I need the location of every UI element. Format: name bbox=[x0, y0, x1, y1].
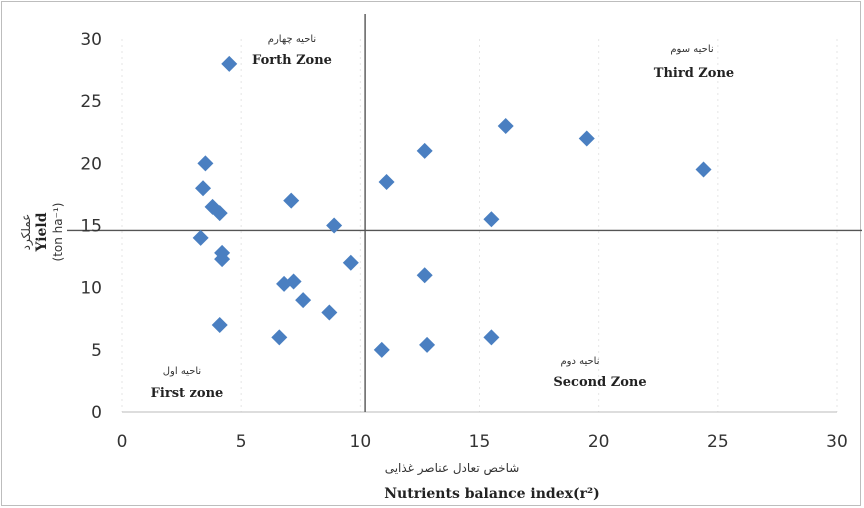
zone-label: Third Zone bbox=[654, 66, 734, 81]
plot-area bbox=[121, 39, 838, 413]
data-point bbox=[211, 205, 228, 222]
data-point bbox=[483, 329, 500, 346]
zone-label-persian: ناحیه سوم bbox=[670, 44, 713, 55]
data-point bbox=[695, 161, 712, 178]
zone-label: Forth Zone bbox=[252, 53, 332, 68]
y-tick-label: 0 bbox=[91, 403, 102, 423]
zone-label-persian: ناحیه اول bbox=[163, 366, 201, 377]
y-tick-label: 20 bbox=[80, 154, 102, 174]
data-point bbox=[197, 155, 214, 172]
data-point bbox=[295, 292, 312, 309]
y-tick-label: 25 bbox=[80, 92, 102, 112]
x-axis-ticks: 0 5 10 15 20 25 30 bbox=[117, 432, 848, 452]
zone-label: First zone bbox=[151, 386, 224, 401]
data-point bbox=[419, 336, 436, 353]
data-point bbox=[497, 118, 514, 135]
x-axis-title: Nutrients balance index(r²) bbox=[384, 486, 599, 502]
data-point bbox=[373, 341, 390, 358]
data-point bbox=[192, 229, 209, 246]
data-point bbox=[342, 254, 359, 271]
zone-divider-lines bbox=[67, 14, 862, 412]
data-point bbox=[321, 304, 338, 321]
zone-labels: ناحیه چهارم Forth Zone ناحیه سوم Third Zone… bbox=[151, 34, 735, 401]
data-point bbox=[285, 273, 302, 290]
zone-label-persian: ناحیه چهارم bbox=[268, 34, 316, 45]
x-tick-label: 25 bbox=[707, 432, 729, 452]
x-tick-label: 5 bbox=[236, 432, 247, 452]
x-tick-label: 30 bbox=[826, 432, 848, 452]
y-axis-title-persian: عملکرد bbox=[19, 214, 34, 251]
data-point bbox=[283, 192, 300, 209]
data-point bbox=[211, 316, 228, 333]
y-tick-label: 10 bbox=[80, 279, 102, 299]
y-tick-label: 15 bbox=[80, 217, 102, 237]
data-point bbox=[221, 55, 238, 72]
data-point bbox=[214, 251, 231, 268]
zone-label: Second Zone bbox=[553, 375, 646, 390]
data-point bbox=[483, 211, 500, 228]
y-axis-title-unit: (ton ha⁻¹) bbox=[51, 203, 65, 262]
y-tick-label: 5 bbox=[91, 341, 102, 361]
y-axis-title: Yield bbox=[34, 212, 50, 252]
data-point bbox=[378, 173, 395, 190]
data-point bbox=[271, 329, 288, 346]
data-point bbox=[326, 217, 343, 234]
zone-label-persian: ناحیه دوم bbox=[560, 356, 599, 367]
x-axis-title-persian: شاخص تعادل عناصر غذایی bbox=[385, 461, 520, 476]
data-point bbox=[195, 180, 212, 197]
x-tick-label: 15 bbox=[469, 432, 491, 452]
data-points bbox=[192, 55, 712, 358]
data-point bbox=[578, 130, 595, 147]
data-point bbox=[416, 142, 433, 159]
x-tick-label: 20 bbox=[588, 432, 610, 452]
y-tick-label: 30 bbox=[80, 30, 102, 50]
x-tick-label: 10 bbox=[350, 432, 372, 452]
y-axis-ticks: 0 5 10 15 20 25 30 bbox=[80, 30, 102, 423]
x-tick-label: 0 bbox=[117, 432, 128, 452]
data-point bbox=[416, 267, 433, 284]
